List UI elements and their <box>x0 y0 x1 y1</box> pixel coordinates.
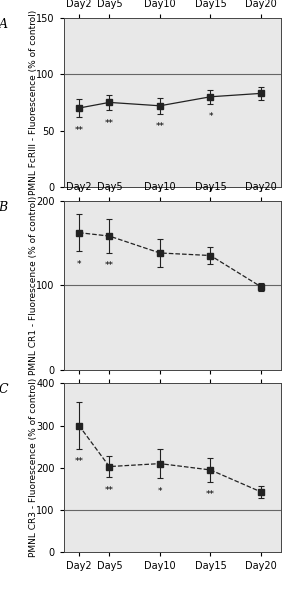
Text: *: * <box>208 112 213 121</box>
Y-axis label: PMNL CR1 - Fluorescence (% of control): PMNL CR1 - Fluorescence (% of control) <box>29 195 38 375</box>
Text: **: ** <box>75 125 84 134</box>
Y-axis label: PMNL FcRIII - Fluorescence (% of control): PMNL FcRIII - Fluorescence (% of control… <box>29 10 38 195</box>
Text: **: ** <box>75 457 84 466</box>
Text: **: ** <box>105 261 114 270</box>
Text: B: B <box>0 201 8 213</box>
Text: A: A <box>0 18 8 31</box>
Text: C: C <box>0 383 8 396</box>
Text: *: * <box>77 260 81 268</box>
Y-axis label: PMNL CR3 - Fluorescence (% of control): PMNL CR3 - Fluorescence (% of control) <box>29 378 38 557</box>
Text: *: * <box>158 487 162 496</box>
Text: **: ** <box>105 119 114 128</box>
Text: **: ** <box>105 485 114 495</box>
Text: **: ** <box>206 490 215 499</box>
Text: **: ** <box>155 122 164 131</box>
